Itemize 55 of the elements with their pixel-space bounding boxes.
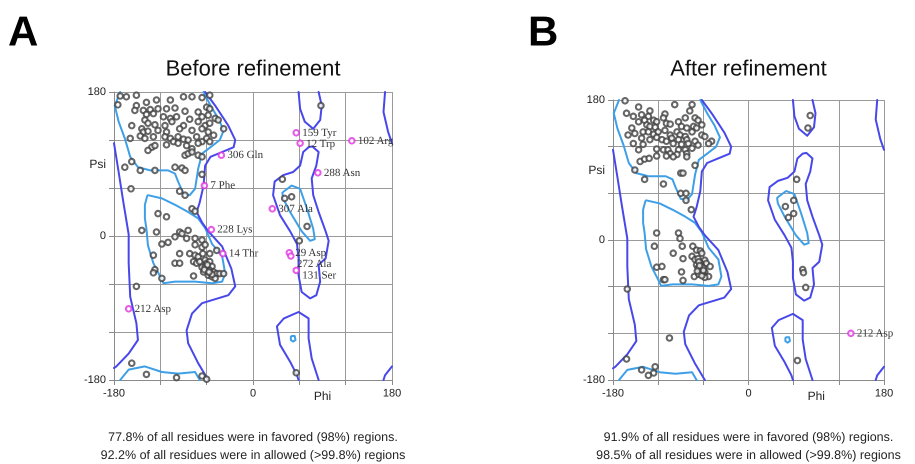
text: 91.9% of all residues were in favored (98%) regions. [604, 430, 894, 444]
y-axis-title: Psi [89, 157, 106, 171]
y-tick-label: 180 [88, 86, 106, 98]
point [268, 205, 276, 213]
text: 98.5% of all residues were in allowed (>99.8%) regions [596, 448, 901, 462]
point [287, 252, 295, 260]
annotation: 14 Thr [228, 248, 259, 260]
y-tick-label: -180 [84, 374, 106, 386]
line-series [767, 152, 824, 302]
x-tick-label: 0 [250, 388, 256, 400]
chart-title: Before refinement [166, 56, 340, 80]
x-axis-title: Phi [808, 389, 825, 403]
line-series [770, 312, 814, 381]
x-tick-label: -180 [602, 388, 624, 400]
annotation: 212 Asp [856, 327, 894, 340]
x-tick-label: 180 [874, 388, 894, 400]
line-series [276, 311, 320, 381]
y-tick-label: 0 [598, 234, 605, 246]
point [292, 129, 300, 137]
line-series [792, 99, 816, 137]
x-tick-label: -180 [102, 388, 126, 400]
point [348, 137, 356, 145]
point [296, 139, 304, 147]
annotation: 131 Ser [302, 269, 336, 282]
y-tick-label: 180 [586, 94, 605, 106]
point [218, 151, 226, 159]
x-axis-title: Phi [314, 389, 332, 403]
text: 92.2% of all residues were in allowed (>99.8%) regions [100, 448, 406, 462]
line-series [612, 148, 638, 370]
x-tick-label: 0 [745, 388, 752, 400]
annotation: 288 Asn [324, 166, 361, 179]
point [200, 182, 208, 190]
chart-title: After refinement [670, 56, 827, 80]
annotation: 159 Tyr [302, 126, 337, 139]
line-series [776, 190, 810, 246]
y-axis-title: Psi [588, 163, 605, 177]
point [219, 250, 227, 258]
line-series [874, 99, 885, 151]
text: B [528, 8, 558, 54]
line-series [618, 366, 698, 381]
annotation: 228 Lys [217, 224, 252, 236]
point [208, 226, 216, 234]
y-tick-label: -180 [582, 374, 605, 386]
x-tick-label: 180 [382, 388, 402, 400]
line-series [682, 99, 732, 381]
point [292, 266, 300, 274]
annotation: 212 Asp [134, 302, 172, 315]
annotation: 7 Phe [210, 180, 236, 192]
y-tick-label: 0 [100, 230, 106, 242]
text: 77.8% of all residues were in favored (98%) regions. [108, 430, 398, 444]
point [314, 169, 322, 177]
point [124, 305, 132, 313]
text: A [8, 8, 38, 54]
annotation: 306 Gln [227, 149, 264, 162]
line-series [642, 199, 722, 287]
